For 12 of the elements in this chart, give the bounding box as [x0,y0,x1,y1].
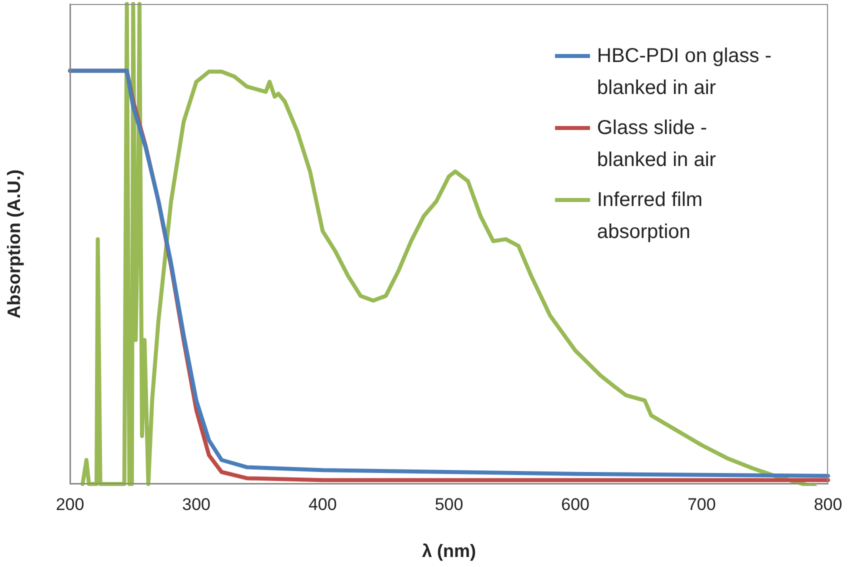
x-tick-label: 800 [814,494,842,514]
x-tick-label: 400 [308,494,337,514]
y-axis-title: Absorption (A.U.) [4,170,24,318]
x-tick-label: 500 [434,494,464,514]
x-tick-label: 300 [182,494,211,514]
legend-label: HBC-PDI on glass - blanked in air [597,44,772,101]
x-tick-label: 700 [687,494,716,514]
x-tick-label: 200 [56,494,84,514]
legend-label: Inferred film absorption [597,188,704,245]
x-tick-label: 600 [561,494,590,514]
legend-label: Glass slide - blanked in air [597,116,717,173]
x-axis-title: λ (nm) [422,541,476,562]
